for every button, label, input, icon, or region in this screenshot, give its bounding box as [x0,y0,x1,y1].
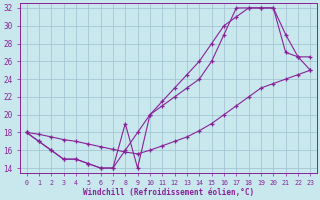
X-axis label: Windchill (Refroidissement éolien,°C): Windchill (Refroidissement éolien,°C) [83,188,254,197]
